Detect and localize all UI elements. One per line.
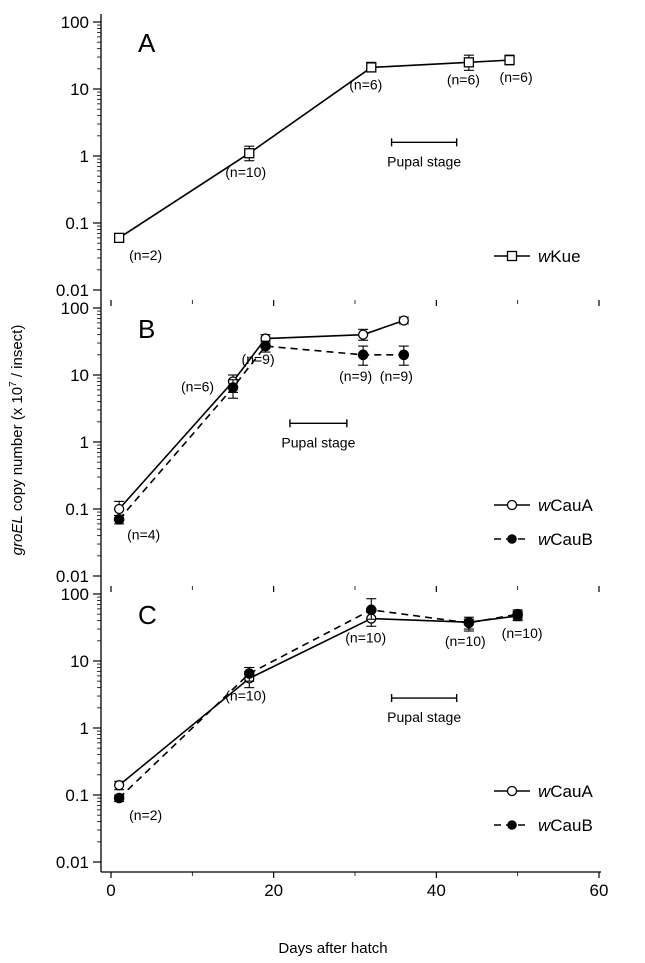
x-tick-label: 60 — [590, 881, 609, 900]
legend-label: wKue — [538, 247, 581, 266]
sample-size-label: (n=6) — [500, 69, 533, 85]
x-tick-label: 20 — [264, 881, 283, 900]
y-tick-label: 100 — [61, 13, 89, 32]
sample-size-label: (n=10) — [225, 687, 266, 703]
data-point — [113, 514, 125, 525]
legend-label: wCauA — [538, 496, 593, 515]
legend-marker — [506, 499, 518, 511]
y-tick-label: 10 — [70, 366, 89, 385]
y-tick-label: 10 — [70, 80, 89, 99]
legend-marker — [506, 250, 518, 262]
sample-size-label: (n=10) — [445, 633, 486, 649]
y-tick-label: 10 — [70, 652, 89, 671]
y-tick-label: 0.1 — [65, 786, 89, 805]
data-point — [260, 340, 271, 352]
data-point — [244, 148, 255, 159]
legend-label-name: CauB — [550, 816, 593, 835]
y-tick-label: 0.01 — [56, 281, 89, 300]
legend-label: wCauB — [538, 816, 593, 835]
sample-size-label: (n=10) — [502, 625, 543, 641]
x-axis-title: Days after hatch — [278, 940, 387, 957]
y-axis-title: groEL copy number (x 107 / insect) — [8, 325, 26, 556]
y-tick-label: 100 — [61, 299, 89, 318]
y-tick-label: 1 — [80, 433, 89, 452]
legend-entry: wCauB — [494, 816, 593, 835]
legend-label-prefix: w — [538, 247, 552, 266]
data-point — [243, 668, 255, 679]
panel-letter: C — [138, 600, 157, 630]
series-line-wCauB — [118, 345, 404, 520]
data-point — [366, 62, 377, 73]
data-point — [357, 329, 369, 340]
data-point — [512, 608, 523, 620]
legend-entry: wCauA — [494, 782, 593, 801]
sample-size-label: (n=6) — [181, 378, 214, 394]
data-point — [113, 780, 125, 791]
pupal-stage-label: Pupal stage — [387, 153, 461, 169]
legend-entry: wKue — [494, 247, 581, 266]
sample-size-label: (n=2) — [129, 807, 162, 823]
legend-label-name: Kue — [550, 247, 580, 266]
chart-panel-b: 0.01 0.1 1 10 100 B (n=4) (n=6) (n=9) (n=9) (n=9) P… — [56, 299, 600, 592]
sample-size-label: (n=9) — [242, 351, 275, 367]
sample-size-label: (n=4) — [127, 526, 160, 542]
pupal-stage-label: Pupal stage — [387, 709, 461, 725]
legend-label-prefix: w — [538, 782, 552, 801]
legend-entry: wCauA — [494, 496, 593, 515]
data-point — [398, 315, 409, 326]
sample-size-label: (n=9) — [339, 368, 372, 384]
legend-marker — [507, 820, 517, 830]
data-point — [227, 382, 239, 393]
legend-label: wCauB — [538, 530, 593, 549]
chart-panel-c: 0.01 0.1 1 10 100 0 20 40 60 C (n=2) (n=10) (n=10) (n… — [56, 585, 609, 900]
sample-size-label: (n=10) — [345, 630, 386, 646]
y-tick-label: 100 — [61, 585, 89, 604]
data-point — [113, 792, 125, 804]
y-tick-label: 0.1 — [65, 214, 89, 233]
panel-letter: B — [138, 314, 155, 344]
legend-label: wCauA — [538, 782, 593, 801]
legend-label-name: CauA — [550, 782, 593, 801]
legend-label-name: CauB — [550, 530, 593, 549]
y-tick-label: 1 — [80, 719, 89, 738]
data-point — [463, 617, 475, 629]
pupal-stage-label: Pupal stage — [281, 434, 355, 450]
panel-letter: A — [138, 28, 156, 58]
data-point — [113, 503, 125, 515]
sample-size-label: (n=9) — [380, 368, 413, 384]
data-point — [113, 232, 125, 244]
legend-label-prefix: w — [538, 816, 552, 835]
data-point — [365, 604, 377, 616]
sample-size-label: (n=10) — [225, 164, 266, 180]
x-tick-label: 0 — [106, 881, 115, 900]
data-point — [463, 57, 475, 68]
legend-marker — [507, 534, 517, 544]
data-point — [357, 349, 369, 361]
legend-label-prefix: w — [538, 530, 552, 549]
x-tick-label: 40 — [427, 881, 446, 900]
legend-marker — [506, 785, 518, 797]
legend-entry: wCauB — [494, 530, 593, 549]
data-point — [398, 349, 410, 361]
legend-label-prefix: w — [538, 496, 552, 515]
sample-size-label: (n=6) — [349, 76, 382, 92]
y-tick-label: 1 — [80, 147, 89, 166]
y-tick-label: 0.01 — [56, 567, 89, 586]
y-tick-label: 0.1 — [65, 500, 89, 519]
data-point — [504, 54, 515, 66]
chart-panel-a: 0.01 0.1 1 10 100 A (n=2) (n=10) (n=6) (n=6) (n=6)… — [56, 13, 600, 306]
sample-size-label: (n=6) — [447, 71, 480, 87]
y-tick-label: 0.01 — [56, 853, 89, 872]
sample-size-label: (n=2) — [129, 247, 162, 263]
legend-label-name: CauA — [550, 496, 593, 515]
